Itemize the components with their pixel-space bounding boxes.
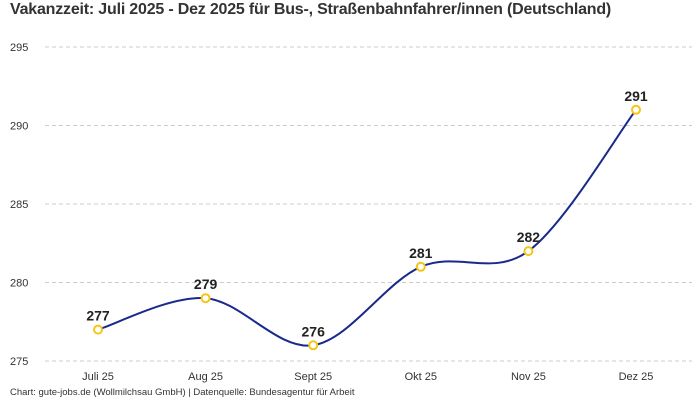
data-point — [200, 293, 211, 304]
data-label: 281 — [409, 245, 433, 261]
y-tick-label: 280 — [10, 278, 28, 290]
x-tick-label: Nov 25 — [511, 371, 546, 383]
data-label: 282 — [517, 229, 541, 245]
chart-title: Vakanzzeit: Juli 2025 - Dez 2025 für Bus… — [10, 1, 612, 18]
series-line — [97, 109, 637, 347]
y-tick-label: 285 — [10, 199, 28, 211]
data-point — [93, 324, 103, 335]
y-tick-label: 275 — [10, 356, 28, 368]
data-point — [631, 104, 641, 115]
x-tick-label: Aug 25 — [188, 371, 223, 383]
y-tick-label: 290 — [10, 121, 28, 133]
data-label: 276 — [302, 323, 326, 339]
x-tick-label: Okt 25 — [405, 371, 437, 383]
x-tick-label: Sept 25 — [294, 371, 332, 383]
data-point — [308, 340, 319, 351]
x-tick-label: Dez 25 — [619, 371, 654, 383]
data-label: 277 — [86, 308, 110, 324]
data-point — [523, 246, 534, 257]
data-point — [415, 261, 426, 272]
y-tick-label: 295 — [10, 42, 28, 54]
data-label: 279 — [194, 276, 218, 292]
x-tick-label: Juli 25 — [82, 371, 114, 383]
chart-footer: Chart: gute-jobs.de (Wollmilchsau GmbH) … — [10, 387, 355, 398]
data-label: 291 — [624, 88, 648, 104]
